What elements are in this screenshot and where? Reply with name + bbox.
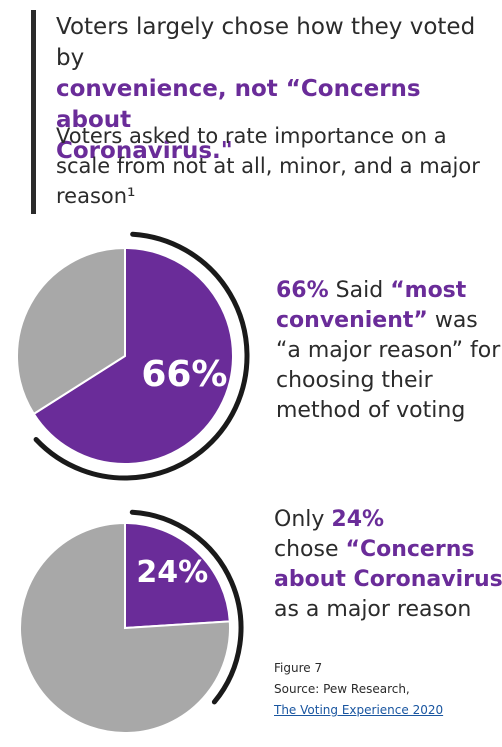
caption2-line-3: about Coronavirus”: [274, 567, 502, 592]
caption2-line-2: chose “Concerns: [274, 535, 502, 565]
headline-line-3: Coronavirus.": [56, 138, 233, 164]
headline: Voters largely chose how they voted by c…: [56, 12, 496, 167]
subhead-line-1: Voters asked to rate importance on a: [56, 124, 447, 148]
caption2-chose: chose: [274, 537, 346, 562]
subheadline: Voters asked to rate importance on a sca…: [56, 121, 496, 211]
pie-slice-other-1: [16, 246, 126, 416]
caption1-said: Said: [328, 278, 391, 303]
caption-convenience: 66% Said “most convenient” was “a major …: [276, 276, 500, 426]
caption2-concerns: “Concerns: [345, 537, 475, 562]
caption-coronavirus: Only 24% chose “Concerns about Coronavir…: [274, 505, 502, 625]
subhead-line-2: scale from not at all, minor, and a majo…: [56, 154, 480, 178]
headline-line-2: convenience, not “Concerns about: [56, 76, 421, 133]
caption1-line-1: 66% Said “most: [276, 276, 500, 306]
pie-slice-major-reason-2: [124, 521, 231, 630]
caption1-line-5: method of voting: [276, 398, 466, 423]
caption2-line-1: Only 24%: [274, 505, 502, 535]
pie-slice-other-2: [19, 521, 231, 734]
accent-bar: [31, 10, 36, 214]
caption1-convenient: convenient”: [276, 308, 428, 333]
headline-line-1: Voters largely chose how they voted by: [56, 14, 476, 71]
source-text: Source: Pew Research,: [274, 682, 410, 696]
subhead-line-3: reason¹: [56, 184, 136, 208]
caption1-percent: 66%: [276, 278, 329, 303]
pie-percent-label-1: 66%: [141, 354, 227, 395]
caption1-was: was: [427, 308, 478, 333]
caption1-line-4: choosing their: [276, 368, 433, 393]
pie-chart-convenience: 66%: [16, 231, 250, 481]
pie-slice-major-reason-1: [32, 246, 234, 465]
source-link[interactable]: The Voting Experience 2020: [274, 703, 444, 717]
caption1-most: “most: [390, 278, 467, 303]
highlight-arc-1: [33, 231, 250, 481]
figure-number: Figure 7: [274, 661, 323, 675]
caption2-percent: 24%: [331, 507, 385, 532]
pie-chart-coronavirus: 24%: [19, 509, 244, 734]
caption1-line-2: convenient” was: [276, 306, 500, 336]
figure-footer: Figure 7 Source: Pew Research, The Votin…: [274, 658, 443, 721]
caption2-line-4: as a major reason: [274, 597, 472, 622]
pie-percent-label-2: 24%: [136, 555, 208, 590]
caption1-line-3: “a major reason” for: [276, 338, 501, 363]
caption2-only: Only: [274, 507, 332, 532]
highlight-arc-2: [129, 509, 244, 705]
